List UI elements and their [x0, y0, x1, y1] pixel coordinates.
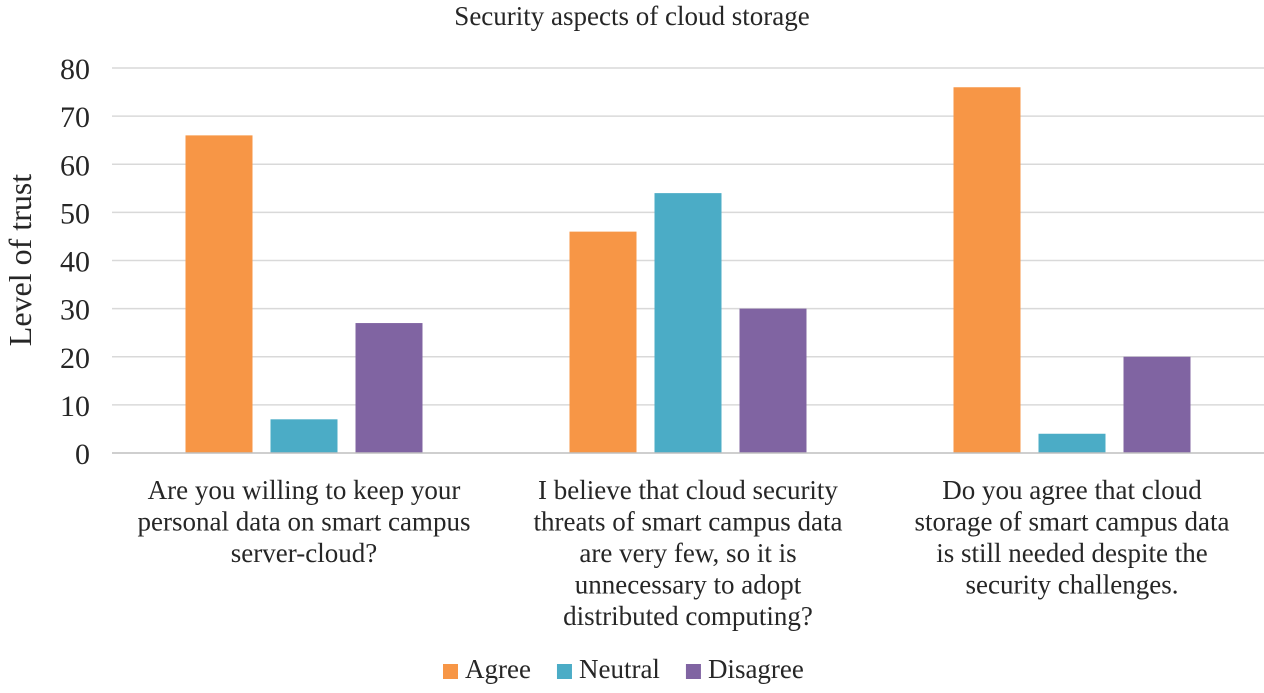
- legend-label-agree: Agree: [465, 654, 531, 684]
- y-tick-label: 50: [60, 197, 90, 230]
- x-axis-labels: Are you willing to keep your personal dat…: [138, 475, 1230, 631]
- x-category-label: I believe that cloud security threats of …: [534, 475, 843, 631]
- bars: [185, 87, 1191, 453]
- y-tick-label: 0: [75, 438, 90, 471]
- bar-neutral-3: [1038, 433, 1106, 453]
- x-category-label-line: unnecessary to adopt: [575, 570, 802, 600]
- y-axis-ticks: 0 10 20 30 40 50 60 70 80: [60, 53, 90, 471]
- bar-neutral-2: [654, 193, 722, 453]
- x-category-label-line: security challenges.: [966, 570, 1179, 600]
- bar-disagree-2: [739, 308, 807, 453]
- x-category-label-line: threats of smart campus data: [534, 507, 843, 537]
- x-category-label: Are you willing to keep your personal dat…: [138, 475, 471, 568]
- bar-agree-1: [185, 135, 253, 453]
- y-tick-label: 80: [60, 53, 90, 86]
- x-category-label: Do you agree that cloud storage of smart …: [915, 475, 1230, 600]
- x-category-label-line: is still needed despite the: [936, 538, 1207, 568]
- bar-neutral-1: [270, 419, 338, 453]
- y-tick-label: 20: [60, 342, 90, 375]
- y-tick-label: 40: [60, 246, 90, 279]
- x-category-label-line: Do you agree that cloud: [942, 475, 1202, 505]
- bar-agree-3: [953, 87, 1021, 453]
- x-category-label-line: Are you willing to keep your: [148, 475, 461, 505]
- legend-swatch-agree: [443, 664, 458, 679]
- y-tick-label: 10: [60, 390, 90, 423]
- x-category-label-line: storage of smart campus data: [915, 507, 1230, 537]
- x-category-label-line: server-cloud?: [231, 538, 377, 568]
- x-category-label-line: distributed computing?: [563, 601, 813, 631]
- legend: Agree Neutral Disagree: [443, 654, 804, 684]
- x-category-label-line: I believe that cloud security: [538, 475, 838, 505]
- legend-label-disagree: Disagree: [708, 654, 804, 684]
- y-axis-label: Level of trust: [2, 174, 38, 347]
- x-category-label-line: are very few, so it is: [579, 538, 796, 568]
- legend-swatch-neutral: [556, 664, 572, 679]
- y-tick-label: 60: [60, 149, 90, 182]
- y-tick-label: 70: [60, 101, 90, 134]
- bar-disagree-1: [355, 323, 423, 453]
- bar-agree-2: [569, 231, 637, 453]
- y-tick-label: 30: [60, 294, 90, 327]
- legend-swatch-disagree: [685, 664, 701, 679]
- x-category-label-line: personal data on smart campus: [138, 507, 471, 537]
- chart-title: Security aspects of cloud storage: [454, 1, 809, 31]
- bar-disagree-3: [1123, 356, 1191, 453]
- legend-label-neutral: Neutral: [579, 654, 660, 684]
